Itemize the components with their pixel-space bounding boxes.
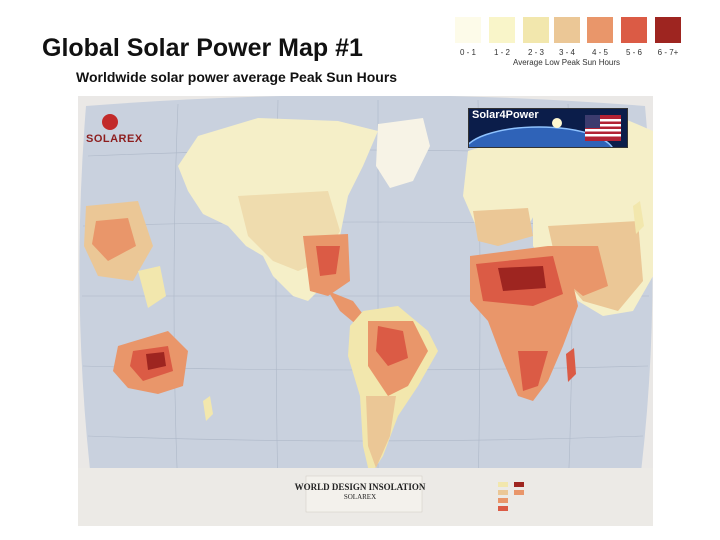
legend-range-label: 5 - 6: [625, 48, 642, 57]
legend-range-label: 6 - 7+: [657, 48, 679, 57]
new-zealand: [203, 396, 213, 421]
australia-core: [146, 352, 166, 370]
us-flag-icon: [585, 115, 621, 141]
legend-swatch-5-6: [621, 17, 647, 43]
madagascar: [566, 348, 576, 382]
world-insolation-map: [78, 96, 653, 526]
south-america-hotspot: [376, 326, 408, 366]
legend-range-label: 1 - 2: [493, 48, 510, 57]
legend-range-label: 2 - 3: [527, 48, 544, 57]
legend-range-label: 4 - 5: [591, 48, 608, 57]
page-title: Global Solar Power Map #1: [42, 34, 363, 62]
solarex-logo: SOLAREX: [86, 133, 143, 145]
africa-hotspot: [498, 266, 546, 291]
sun-glow-icon: [552, 118, 562, 128]
footer-legend-swatch: [498, 490, 508, 495]
solarex-logo-icon: [102, 114, 118, 130]
indochina-edge: [138, 266, 166, 308]
legend-swatch-0-1: [455, 17, 481, 43]
legend-swatch-1-2: [489, 17, 515, 43]
footer-legend-swatch: [514, 490, 524, 495]
legend: 0 - 1 1 - 2 2 - 3 3 - 4 4 - 5 5 - 6 6 - …: [453, 17, 689, 69]
japan: [633, 201, 644, 234]
asia-southwest: [548, 246, 608, 296]
greenland: [376, 118, 430, 188]
legend-swatch-2-3: [523, 17, 549, 43]
footer-legend-swatch: [498, 498, 508, 503]
asia-west-edge-hot: [92, 218, 136, 261]
page-subtitle: Worldwide solar power average Peak Sun H…: [76, 69, 398, 85]
map-footer-legend: [498, 482, 524, 511]
legend-range-label: 0 - 1: [459, 48, 476, 57]
south-america-south: [366, 396, 396, 468]
legend-range-label: 3 - 4: [558, 48, 575, 57]
legend-caption: Average Low Peak Sun Hours: [513, 58, 621, 67]
footer-legend-swatch: [498, 506, 508, 511]
solar4power-badge: Solar4Power: [468, 108, 628, 148]
badge-label: Solar4Power: [472, 109, 539, 121]
map-caption-title: WORLD DESIGN INSOLATION: [294, 482, 426, 492]
africa-south: [518, 351, 548, 391]
legend-swatch-4-5: [587, 17, 613, 43]
footer-legend-swatch: [498, 482, 508, 487]
map-caption-publisher: SOLAREX: [343, 493, 377, 501]
footer-legend-swatch: [514, 482, 524, 487]
legend-swatch-3-4: [554, 17, 580, 43]
north-america-hotspot: [316, 246, 340, 276]
badge-graphic: [469, 109, 627, 147]
map-footer-title-box: [305, 475, 423, 513]
legend-swatch-6-7: [655, 17, 681, 43]
europe-south: [473, 208, 533, 246]
earth-horizon: [469, 127, 612, 147]
